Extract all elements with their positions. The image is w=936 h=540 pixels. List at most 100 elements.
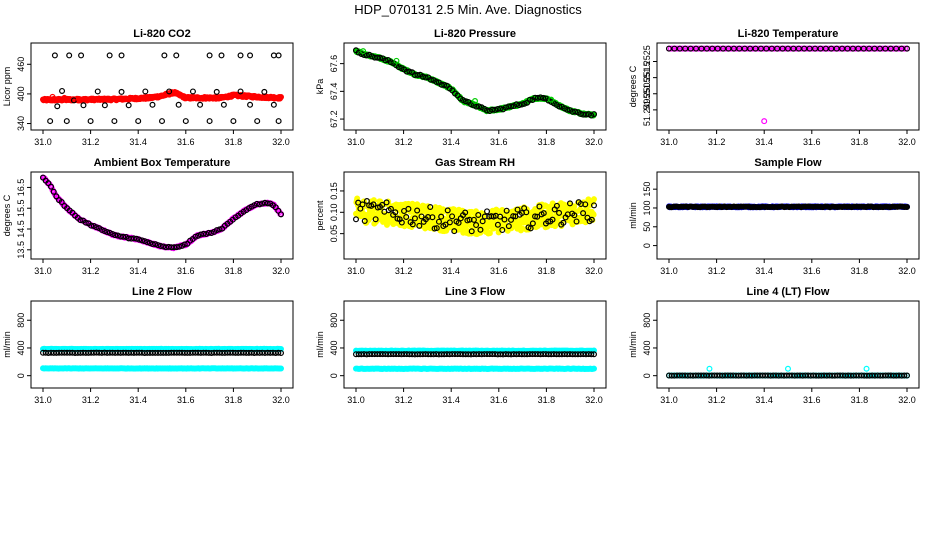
y-axis-label: ml/min <box>628 202 638 229</box>
x-tick-label: 31.6 <box>177 395 195 405</box>
x-tick-label: 31.2 <box>82 137 100 147</box>
panel-title: Line 2 Flow <box>132 286 192 298</box>
x-tick-label: 31.0 <box>660 395 678 405</box>
data-point <box>118 52 125 59</box>
data-point <box>54 103 61 110</box>
data-point <box>220 101 227 108</box>
series-sample-alt <box>665 203 910 211</box>
data-point <box>106 52 113 59</box>
data-point <box>118 88 125 95</box>
data-point <box>94 88 101 95</box>
y-axis-label: ml/min <box>628 331 638 358</box>
x-tick-label: 31.4 <box>442 266 460 276</box>
x-tick-label: 32.0 <box>898 395 916 405</box>
x-tick-label: 32.0 <box>585 266 603 276</box>
y-tick-label: 800 <box>329 313 339 328</box>
x-tick-label: 31.8 <box>538 266 556 276</box>
data-point <box>590 211 597 218</box>
x-tick-label: 31.8 <box>225 137 243 147</box>
data-point <box>135 118 142 125</box>
data-point <box>278 93 285 100</box>
data-point <box>47 118 54 125</box>
y-tick-label: 340 <box>16 116 26 131</box>
series-line2-b <box>39 365 285 372</box>
data-point <box>182 118 189 125</box>
y-axis-label: Licor ppm <box>2 67 12 107</box>
series-co2 <box>39 89 285 104</box>
panel-title: Li-820 Pressure <box>434 28 516 40</box>
data-point <box>218 52 225 59</box>
x-tick-label: 31.2 <box>82 395 100 405</box>
x-tick-label: 31.6 <box>177 137 195 147</box>
data-point <box>101 102 108 109</box>
y-tick-label: 0 <box>642 243 652 248</box>
y-axis-label: percent <box>315 200 325 231</box>
x-tick-label: 31.8 <box>851 395 869 405</box>
series-line4-alt <box>665 372 910 379</box>
data-point <box>484 208 491 215</box>
x-tick-label: 31.0 <box>34 266 52 276</box>
data-point <box>59 87 66 94</box>
y-tick-label: 67.2 <box>329 110 339 128</box>
x-tick-label: 31.8 <box>538 395 556 405</box>
y-tick-label: 400 <box>16 340 26 355</box>
panel-title: Li-820 Temperature <box>738 28 839 40</box>
panel-1: Li-820 Pressure kPa 31.0 31.2 31.4 31.6 31.8 32… <box>315 28 607 147</box>
y-tick-label: 150 <box>642 182 652 197</box>
x-tick-label: 31.8 <box>225 266 243 276</box>
x-tick-label: 31.4 <box>755 266 773 276</box>
series-pressure-alt <box>353 47 597 119</box>
x-tick-label: 31.4 <box>442 137 460 147</box>
series-co2-alt <box>49 93 82 102</box>
data-point <box>486 230 493 237</box>
panel-title: Sample Flow <box>754 157 822 169</box>
y-tick-label: 16.5 <box>16 179 26 197</box>
y-tick-label: 51.2525 <box>642 45 652 78</box>
y-axis-label: degrees C <box>2 194 12 236</box>
y-tick-label: 50 <box>642 222 652 232</box>
data-point <box>66 52 73 59</box>
panel-4: Gas Stream RH percent 31.0 31.2 31.4 31.6 31.8… <box>315 157 607 276</box>
data-point <box>125 102 132 109</box>
data-point <box>270 52 277 59</box>
series-co2-flagged <box>47 52 282 125</box>
data-point <box>61 94 68 101</box>
plot-frame <box>656 42 920 131</box>
panel-5: Sample Flow ml/min 31.0 31.2 31.4 31.6 31.8 32.… <box>628 157 920 276</box>
data-point <box>206 52 213 59</box>
x-tick-label: 31.2 <box>82 266 100 276</box>
panel-title: Ambient Box Temperature <box>94 157 231 169</box>
x-tick-label: 31.8 <box>851 266 869 276</box>
y-tick-label: 400 <box>329 340 339 355</box>
data-point <box>903 203 910 210</box>
panel-0: Li-820 CO2 Licor ppm 31.0 31.2 31.4 31.6 31.8 3… <box>2 28 294 147</box>
y-axis-label: kPa <box>315 79 325 95</box>
y-axis-label: degrees C <box>628 65 638 107</box>
data-point <box>237 52 244 59</box>
panel-6: Line 2 Flow ml/min 31.0 31.2 31.4 31.6 31.8 32.… <box>2 286 294 405</box>
data-point <box>173 52 180 59</box>
x-tick-label: 32.0 <box>898 137 916 147</box>
x-tick-label: 32.0 <box>272 266 290 276</box>
x-tick-label: 31.6 <box>803 137 821 147</box>
x-tick-label: 31.0 <box>34 395 52 405</box>
x-tick-label: 31.0 <box>347 137 365 147</box>
data-point <box>254 118 261 125</box>
data-point <box>206 118 213 125</box>
plot-frame <box>30 300 294 389</box>
data-point <box>270 101 277 108</box>
x-tick-label: 31.6 <box>803 266 821 276</box>
data-point <box>761 118 768 125</box>
y-tick-label: 13.5 <box>16 241 26 259</box>
plot-frame <box>30 42 294 131</box>
panel-2: Li-820 Temperature degrees C 31.0 31.2 31.4 3… <box>628 28 920 147</box>
y-tick-label: 0.05 <box>329 225 339 243</box>
data-point <box>590 365 597 372</box>
panel-title: Li-820 CO2 <box>133 28 190 40</box>
x-tick-label: 31.2 <box>708 395 726 405</box>
data-point <box>87 118 94 125</box>
y-tick-label: 0 <box>329 373 339 378</box>
x-tick-label: 32.0 <box>585 137 603 147</box>
data-point <box>49 93 56 100</box>
y-tick-label: 67.4 <box>329 83 339 101</box>
